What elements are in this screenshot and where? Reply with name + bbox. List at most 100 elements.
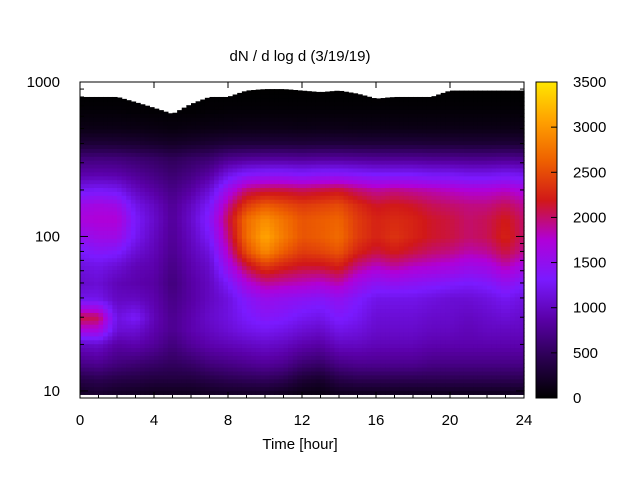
heatmap-cell [376,288,382,294]
heatmap-cell [89,128,95,134]
heatmap-cell [320,234,326,239]
heatmap-cell [311,183,317,189]
heatmap-cell [334,300,340,306]
heatmap-cell [352,238,359,243]
heatmap-cell [376,246,382,251]
heatmap-cell [167,148,174,153]
heatmap-cell [348,187,354,192]
heatmap-cell [214,374,220,380]
heatmap-cell [362,304,368,310]
heatmap-cell [343,382,349,388]
heatmap-cell [265,273,271,278]
heatmap-cell [228,156,234,161]
heatmap-cell [93,218,100,224]
heatmap-cell [371,246,377,251]
heatmap-cell [130,203,137,208]
heatmap-cell [89,363,95,368]
heatmap-cell [181,316,187,321]
heatmap-cell [371,128,377,134]
heatmap-cell [269,316,275,321]
heatmap-cell [339,300,345,306]
heatmap-cell [93,175,100,181]
heatmap-cell [371,363,377,368]
heatmap-cell [158,281,164,286]
heatmap-cell [195,238,201,243]
heatmap-cell [297,300,303,306]
heatmap-cell [177,206,183,212]
heatmap-cell [371,265,377,271]
heatmap-cell [260,292,266,298]
heatmap-cell [311,324,317,329]
heatmap-cell [306,343,312,349]
heatmap-cell [181,128,187,134]
heatmap-cell [297,191,303,196]
heatmap-cell [362,206,368,212]
heatmap-cell [232,167,238,173]
heatmap-cell [274,117,280,122]
heatmap-cell [98,164,104,169]
heatmap-cell [302,97,308,103]
heatmap-cell [237,292,243,298]
heatmap-cell [251,285,257,290]
heatmap-cell [172,121,178,126]
heatmap-cell [218,171,224,177]
heatmap-cell [343,327,349,333]
heatmap-cell [292,265,298,271]
heatmap-cell [223,152,229,157]
heatmap-cell [255,214,261,220]
heatmap-cell [186,292,192,298]
heatmap-cell [177,320,183,325]
heatmap-cell [302,113,308,118]
heatmap-cell [320,277,326,282]
heatmap-cell [181,195,187,200]
heatmap-cell [343,171,349,177]
heatmap-cell [246,206,252,212]
heatmap-cell [241,132,248,138]
heatmap-cell [121,101,127,107]
heatmap-cell [144,363,150,368]
heatmap-cell [376,378,382,384]
heatmap-cell [251,382,257,388]
heatmap-cell [255,121,261,126]
heatmap-cell [283,105,289,110]
heatmap-cell [117,105,123,110]
heatmap-cell [269,183,275,189]
heatmap-cell [297,210,303,216]
heatmap-cell [80,277,86,282]
heatmap-cell [200,179,206,185]
heatmap-cell [251,230,257,235]
heatmap-cell [117,156,123,161]
heatmap-cell [209,363,215,368]
heatmap-cell [195,269,201,274]
heatmap-cell [135,113,141,118]
heatmap-cell [163,230,169,235]
heatmap-cell [186,113,192,118]
heatmap-cell [103,343,109,349]
heatmap-cell [320,175,326,181]
heatmap-cell [140,234,146,239]
heatmap-cell [255,183,261,189]
heatmap-cell [306,167,312,173]
heatmap-cell [218,183,224,189]
heatmap-cell [204,105,211,110]
heatmap-cell [292,292,298,298]
heatmap-cell [265,265,271,271]
heatmap-cell [288,199,294,204]
heatmap-cell [103,288,109,294]
heatmap-cell [107,320,113,325]
heatmap-cell [269,285,275,290]
heatmap-cell [237,101,243,107]
heatmap-cell [154,226,160,231]
heatmap-cell [158,183,164,189]
heatmap-cell [274,382,280,388]
heatmap-cell [195,335,201,341]
heatmap-cell [348,105,354,110]
heatmap-cell [191,203,197,208]
heatmap-cell [200,367,206,372]
heatmap-cell [121,296,127,302]
heatmap-cell [278,140,285,146]
heatmap-cell [154,160,160,165]
heatmap-cell [260,312,266,317]
heatmap-cell [325,363,331,368]
heatmap-cell [158,327,164,333]
